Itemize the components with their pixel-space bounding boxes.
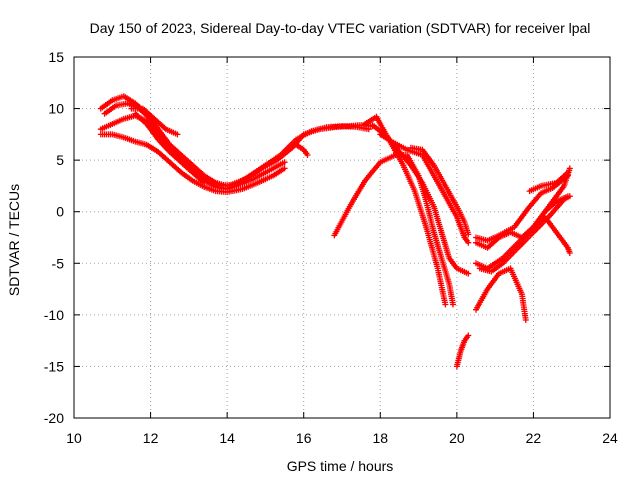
- series-markers: [331, 152, 456, 308]
- series-layer: [97, 93, 573, 370]
- x-axis-label: GPS time / hours: [287, 458, 394, 474]
- data-series: [476, 193, 573, 275]
- grid: [74, 57, 610, 418]
- series-markers: [132, 110, 208, 186]
- data-series: [132, 110, 208, 186]
- series-markers: [128, 105, 181, 138]
- x-tick-label: 24: [602, 430, 618, 446]
- y-tick-label: -20: [44, 410, 64, 426]
- y-axis-label: SDTVAR / TECUs: [6, 184, 22, 296]
- x-tick-label: 20: [449, 430, 465, 446]
- plot-frame: [73, 56, 611, 419]
- data-series: [128, 105, 181, 138]
- y-tick-label: 15: [48, 49, 64, 65]
- data-series: [97, 131, 288, 196]
- y-tick-label: -5: [52, 255, 65, 271]
- series-markers: [530, 213, 573, 256]
- data-series: [293, 141, 311, 158]
- x-tick-label: 18: [372, 430, 388, 446]
- y-tick-label: 0: [56, 204, 64, 220]
- data-series: [377, 131, 472, 246]
- axis-ticks: 10 12 14 16 18 20 22 24 -20 -15 -10 -5 0 5 10 15: [44, 49, 618, 446]
- y-tick-label: 5: [56, 152, 64, 168]
- data-series: [526, 169, 571, 195]
- series-markers: [407, 144, 472, 238]
- series-markers: [473, 265, 529, 323]
- y-tick-label: -15: [44, 358, 64, 374]
- data-series: [453, 332, 472, 370]
- y-tick-label: 10: [48, 101, 64, 117]
- data-series: [473, 265, 529, 323]
- series-markers: [97, 131, 288, 196]
- series-markers: [476, 193, 573, 275]
- x-tick-label: 22: [526, 430, 542, 446]
- series-markers: [369, 122, 472, 277]
- y-tick-label: -10: [44, 307, 64, 323]
- series-markers: [293, 141, 311, 158]
- data-series: [369, 122, 472, 277]
- data-series: [331, 152, 456, 308]
- series-markers: [526, 169, 571, 195]
- chart-title: Day 150 of 2023, Sidereal Day-to-day VTE…: [90, 20, 591, 36]
- x-tick-label: 16: [296, 430, 312, 446]
- x-tick-label: 14: [219, 430, 235, 446]
- data-series: [530, 213, 573, 256]
- x-tick-label: 12: [143, 430, 159, 446]
- x-tick-label: 10: [66, 430, 82, 446]
- series-markers: [453, 332, 472, 370]
- series-markers: [377, 131, 472, 246]
- data-series: [407, 144, 472, 238]
